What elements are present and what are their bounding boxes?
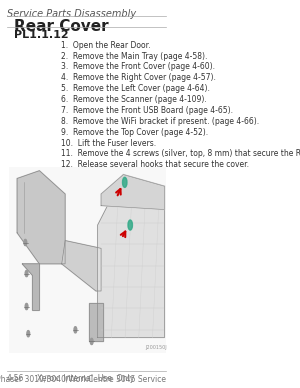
Text: 3.  Remove the Front Cover (page 4-60).: 3. Remove the Front Cover (page 4-60). — [61, 62, 215, 71]
Text: Service Parts Disassembly: Service Parts Disassembly — [7, 9, 136, 19]
Circle shape — [74, 327, 77, 333]
Circle shape — [122, 177, 127, 187]
Text: 4-56: 4-56 — [7, 374, 24, 383]
Text: 5.  Remove the Left Cover (page 4-64).: 5. Remove the Left Cover (page 4-64). — [61, 84, 210, 93]
Text: 12.  Release several hooks that secure the cover.: 12. Release several hooks that secure th… — [61, 160, 249, 169]
Circle shape — [27, 331, 30, 337]
Circle shape — [128, 220, 132, 230]
Text: 7.  Remove the Front USB Board (page 4-65).: 7. Remove the Front USB Board (page 4-65… — [61, 106, 233, 115]
Text: PL1.1.12: PL1.1.12 — [14, 30, 68, 40]
Circle shape — [25, 303, 28, 310]
Text: J200150J: J200150J — [145, 345, 167, 350]
Text: 11.  Remove the 4 screws (silver, top, 8 mm) that secure the Rear Cover.: 11. Remove the 4 screws (silver, top, 8 … — [61, 149, 300, 158]
Circle shape — [24, 239, 27, 246]
FancyBboxPatch shape — [9, 167, 166, 353]
Text: Rear Cover: Rear Cover — [14, 19, 108, 34]
Polygon shape — [62, 241, 101, 291]
Text: 2.  Remove the Main Tray (page 4-58).: 2. Remove the Main Tray (page 4-58). — [61, 52, 207, 61]
Text: Phaser 3010/3040/WorkCentre 3045 Service: Phaser 3010/3040/WorkCentre 3045 Service — [0, 374, 166, 383]
Polygon shape — [17, 171, 65, 264]
Text: 4.  Remove the Right Cover (page 4-57).: 4. Remove the Right Cover (page 4-57). — [61, 73, 216, 82]
Polygon shape — [89, 303, 103, 341]
Polygon shape — [98, 175, 164, 338]
Text: 1.  Open the Rear Door.: 1. Open the Rear Door. — [61, 41, 150, 50]
Text: 6.  Remove the Scanner (page 4-109).: 6. Remove the Scanner (page 4-109). — [61, 95, 207, 104]
Text: 8.  Remove the WiFi bracket if present. (page 4-66).: 8. Remove the WiFi bracket if present. (… — [61, 117, 259, 126]
Text: 10.  Lift the Fuser levers.: 10. Lift the Fuser levers. — [61, 139, 156, 147]
Circle shape — [25, 270, 28, 277]
Text: 9.  Remove the Top Cover (page 4-52).: 9. Remove the Top Cover (page 4-52). — [61, 128, 208, 137]
Text: Xerox  Internal  Use  Only: Xerox Internal Use Only — [37, 374, 134, 383]
Polygon shape — [101, 175, 164, 210]
Circle shape — [90, 338, 93, 345]
Polygon shape — [22, 264, 39, 310]
